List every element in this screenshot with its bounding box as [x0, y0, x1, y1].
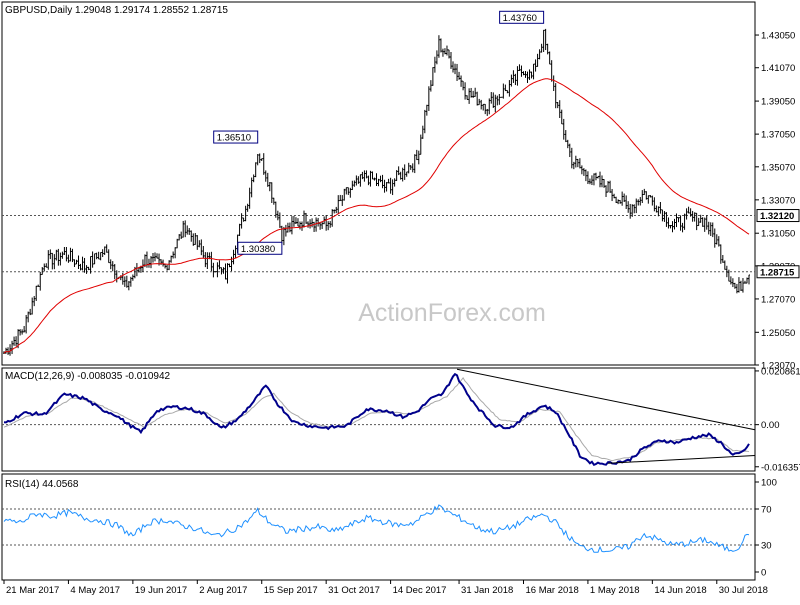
- panel-frame-0: [1, 1, 756, 366]
- price-tick-label: 1.33070: [761, 195, 795, 206]
- panel-frame-2: [1, 473, 756, 581]
- macd-tick-label: 0.020861: [761, 366, 800, 377]
- price-axis: 1.43050 1.41070 1.39050 1.37050 1.35070 1.330…: [755, 31, 800, 372]
- x-tick-label: 19 Jun 2017: [135, 585, 187, 596]
- x-tick-label: 15 Sep 2017: [264, 585, 318, 596]
- price-tick-label: 1.31050: [761, 229, 795, 240]
- panel-frames: [1, 1, 756, 581]
- annotation-label: 1.43760: [503, 13, 537, 24]
- macd-line: [3, 372, 750, 467]
- x-tick-label: 14 Jun 2018: [654, 585, 706, 596]
- price-tick-label: 1.25050: [761, 328, 795, 339]
- x-tick-label: 16 Mar 2018: [525, 585, 578, 596]
- price-tick-label: 1.23070: [761, 361, 795, 372]
- rsi-tick-label: 70: [761, 505, 772, 516]
- price-panel: 1.36510 1.30380 1.43760: [2, 10, 755, 356]
- level-line-label: 1.32120: [760, 211, 794, 222]
- x-tick-label: 31 Jan 2018: [461, 585, 513, 596]
- annotation-box: [499, 10, 545, 24]
- rsi-title: RSI(14) 44.0568: [5, 479, 79, 490]
- macd-tick-label: 0.00: [761, 420, 780, 431]
- current-price-line-tag: [756, 265, 800, 279]
- macd-panel: [2, 368, 756, 467]
- macd-title: MACD(12,26,9) -0.008035 -0.010942: [5, 371, 171, 382]
- x-tick-label: 21 Mar 2017: [6, 585, 59, 596]
- price-tick-label: 1.43050: [761, 31, 795, 42]
- rsi-tick-label: 100: [761, 478, 777, 489]
- candles: [3, 28, 750, 356]
- macd-tick-label: -0.016357: [761, 462, 800, 473]
- x-axis: 21 Mar 2017 4 May 2017 19 Jun 2017 2 Aug 20…: [3, 580, 768, 596]
- annotation-box: [237, 241, 283, 255]
- x-tick-label: 14 Dec 2017: [393, 585, 447, 596]
- annotation-label: 1.30380: [241, 244, 275, 255]
- rsi-panel: [2, 504, 755, 553]
- rsi-axis: 100 70 30 0: [755, 478, 777, 579]
- macd-trendline: [456, 368, 756, 431]
- price-tick-label: 1.39050: [761, 97, 795, 108]
- rsi-tick-label: 0: [761, 568, 766, 579]
- level-line-tag: [756, 209, 800, 223]
- rsi-line: [3, 504, 750, 553]
- rsi-tick-label: 30: [761, 541, 772, 552]
- price-tick-label: 1.41070: [761, 63, 795, 74]
- watermark: ActionForex.com: [358, 299, 546, 327]
- price-tick-label: 1.27070: [761, 294, 795, 305]
- current-price-line-label: 1.28715: [760, 267, 795, 278]
- price-tick-label: 1.35070: [761, 162, 795, 173]
- x-tick-label: 2 Aug 2017: [199, 585, 247, 596]
- moving-average-line: [3, 78, 750, 354]
- macd-axis: 0.020861 0.00 -0.016357: [755, 366, 800, 473]
- annotation-label: 1.36510: [217, 133, 251, 144]
- macd-trendline: [608, 455, 756, 464]
- macd-signal-line: [3, 377, 750, 462]
- panel-frame-1: [1, 367, 756, 472]
- annotation-box: [213, 130, 259, 144]
- chart-title: GBPUSD,Daily 1.29048 1.29174 1.28552 1.2…: [5, 5, 228, 16]
- x-tick-label: 31 Oct 2017: [328, 585, 380, 596]
- price-tick-label: 1.37050: [761, 130, 795, 141]
- x-tick-label: 1 May 2018: [590, 585, 640, 596]
- x-tick-label: 4 May 2017: [70, 585, 120, 596]
- x-tick-label: 30 Jul 2018: [719, 585, 768, 596]
